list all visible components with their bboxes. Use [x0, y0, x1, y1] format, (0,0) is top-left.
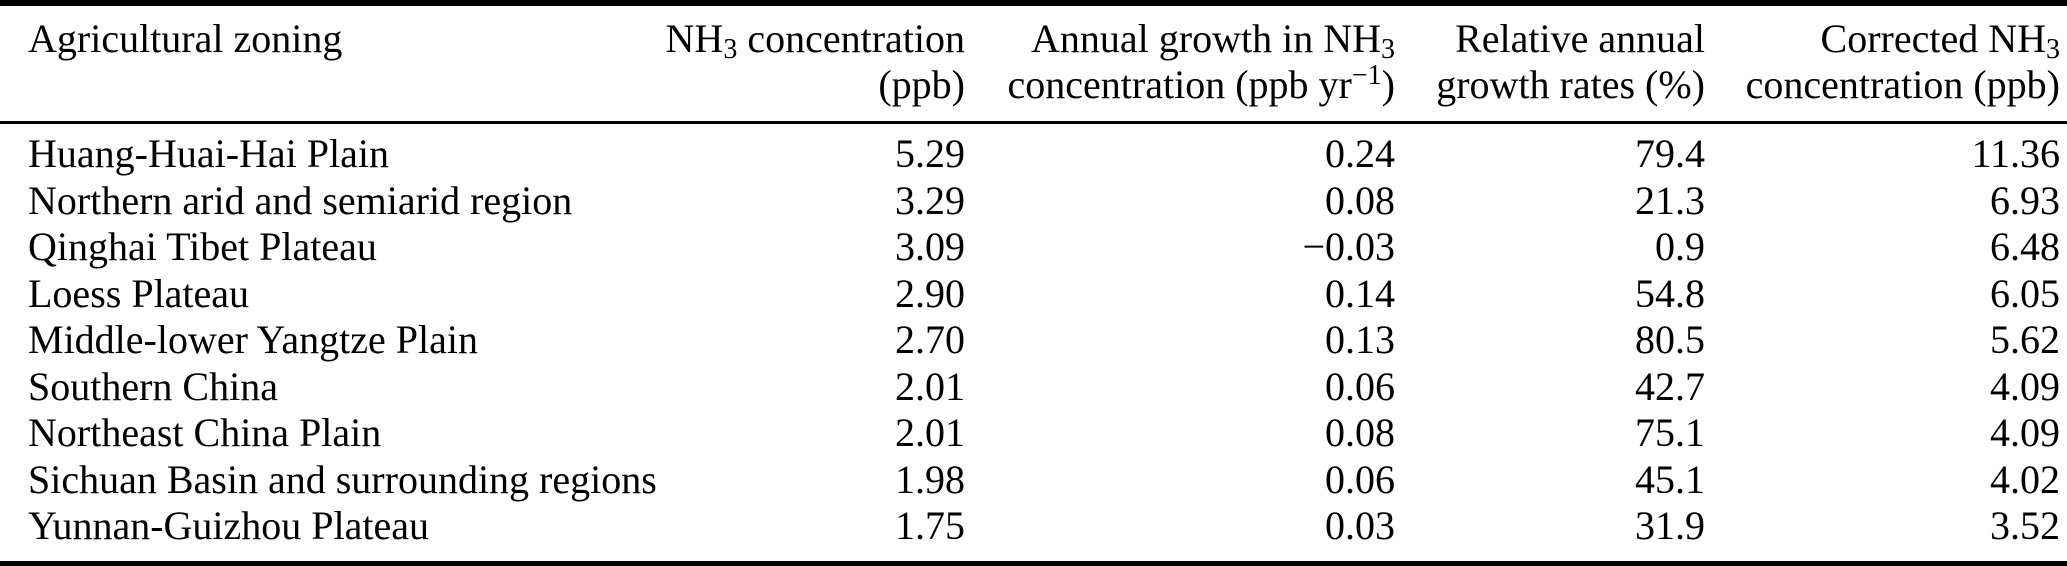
- table-row: Huang-Huai-Hai Plain 5.29 0.24 79.4 11.3…: [0, 123, 2067, 178]
- cell-zoning: Loess Plateau: [28, 270, 250, 316]
- header-line: concentration (ppb): [1745, 62, 2060, 107]
- cell-relative-growth: 42.7: [1635, 363, 1705, 409]
- header-line: Corrected NH3: [1705, 16, 2060, 66]
- cell-relative-growth: 31.9: [1635, 503, 1705, 548]
- cell-relative-growth: 75.1: [1635, 410, 1705, 455]
- cell-annual-growth: 0.08: [1325, 410, 1395, 455]
- nh3-subscript: 3: [1381, 34, 1395, 66]
- cell-annual-growth: 0.24: [1325, 131, 1395, 176]
- cell-corrected-nh3: 4.09: [1990, 363, 2060, 409]
- cell-zoning: Northeast China Plain: [28, 410, 382, 455]
- cell-nh3-concentration: 5.29: [895, 131, 965, 176]
- header-line: NH3 concentration: [648, 16, 965, 66]
- table-body: Huang-Huai-Hai Plain 5.29 0.24 79.4 11.3…: [0, 123, 2067, 564]
- cell-zoning: Yunnan-Guizhou Plateau: [28, 503, 430, 548]
- cell-nh3-concentration: 1.98: [895, 456, 965, 502]
- cell-nh3-concentration: 3.29: [895, 177, 965, 223]
- col-header-relative-growth-rates: Relative annual growth rates (%): [1395, 3, 1705, 124]
- cell-corrected-nh3: 4.09: [1990, 410, 2060, 455]
- cell-zoning: Middle-lower Yangtze Plain: [28, 317, 478, 362]
- cell-annual-growth: 0.14: [1325, 270, 1395, 316]
- header-line: Agricultural zoning: [28, 16, 343, 61]
- cell-relative-growth: 45.1: [1635, 456, 1705, 502]
- cell-zoning: Huang-Huai-Hai Plain: [28, 131, 390, 176]
- cell-corrected-nh3: 6.48: [1990, 224, 2060, 269]
- table-header: Agricultural zoning NH3 concentration (p…: [0, 3, 2067, 124]
- col-header-agricultural-zoning: Agricultural zoning: [0, 3, 648, 124]
- header-line: concentration (ppb yr−1): [965, 62, 1395, 108]
- cell-annual-growth: 0.06: [1325, 363, 1395, 409]
- header-row: Agricultural zoning NH3 concentration (p…: [0, 3, 2067, 124]
- cell-relative-growth: 80.5: [1635, 317, 1705, 362]
- cell-nh3-concentration: 2.01: [895, 363, 965, 409]
- cell-relative-growth: 0.9: [1655, 224, 1705, 269]
- header-text: ): [1381, 62, 1395, 107]
- cell-relative-growth: 79.4: [1635, 131, 1705, 176]
- table-row: Qinghai Tibet Plateau 3.09 −0.03 0.9 6.4…: [0, 224, 2067, 271]
- cell-annual-growth: 0.13: [1325, 317, 1395, 362]
- table-row: Sichuan Basin and surrounding regions 1.…: [0, 457, 2067, 504]
- header-line: Annual growth in NH3: [965, 16, 1395, 66]
- table-row: Northern arid and semiarid region 3.29 0…: [0, 178, 2067, 225]
- cell-corrected-nh3: 5.62: [1990, 317, 2060, 362]
- cell-corrected-nh3: 3.52: [1990, 503, 2060, 548]
- cell-nh3-concentration: 2.90: [895, 270, 965, 316]
- cell-corrected-nh3: 11.36: [1971, 131, 2060, 176]
- cell-nh3-concentration: 1.75: [895, 503, 965, 548]
- cell-zoning: Northern arid and semiarid region: [28, 177, 573, 223]
- header-line: growth rates (%): [1436, 62, 1705, 107]
- header-text: concentration (ppb yr: [1007, 62, 1352, 107]
- header-text: concentration: [737, 16, 965, 61]
- header-text: NH: [665, 16, 724, 61]
- col-header-nh3-concentration: NH3 concentration (ppb): [648, 3, 965, 124]
- cell-zoning: Qinghai Tibet Plateau: [28, 224, 377, 269]
- table-row: Northeast China Plain 2.01 0.08 75.1 4.0…: [0, 410, 2067, 457]
- table-row: Middle-lower Yangtze Plain 2.70 0.13 80.…: [0, 317, 2067, 364]
- cell-corrected-nh3: 4.02: [1990, 456, 2060, 502]
- cell-zoning: Southern China: [28, 363, 278, 409]
- table-row: Southern China 2.01 0.06 42.7 4.09: [0, 364, 2067, 411]
- cell-annual-growth: 0.08: [1325, 177, 1395, 223]
- header-text: Corrected NH: [1820, 16, 2046, 61]
- nh3-subscript: 3: [723, 34, 738, 66]
- cell-relative-growth: 54.8: [1635, 270, 1705, 316]
- col-header-annual-growth: Annual growth in NH3 concentration (ppb …: [965, 3, 1395, 124]
- cell-nh3-concentration: 2.01: [895, 410, 965, 455]
- cell-annual-growth: −0.03: [1302, 224, 1395, 269]
- header-text: Annual growth in NH: [1031, 16, 1381, 61]
- table-row: Yunnan-Guizhou Plateau 1.75 0.03 31.9 3.…: [0, 503, 2067, 563]
- cell-corrected-nh3: 6.05: [1990, 270, 2060, 316]
- cell-corrected-nh3: 6.93: [1990, 177, 2060, 223]
- col-header-corrected-nh3: Corrected NH3 concentration (ppb): [1705, 3, 2067, 124]
- table-row: Loess Plateau 2.90 0.14 54.8 6.05: [0, 271, 2067, 318]
- header-line: Relative annual: [1455, 16, 1705, 61]
- per-year-superscript: −1: [1351, 60, 1382, 91]
- cell-annual-growth: 0.03: [1325, 503, 1395, 548]
- header-line: (ppb): [878, 62, 965, 107]
- nh3-subscript: 3: [2046, 34, 2060, 66]
- cell-annual-growth: 0.06: [1325, 456, 1395, 502]
- cell-relative-growth: 21.3: [1635, 177, 1705, 223]
- cell-zoning: Sichuan Basin and surrounding regions: [28, 456, 657, 502]
- cell-nh3-concentration: 3.09: [895, 224, 965, 269]
- cell-nh3-concentration: 2.70: [895, 317, 965, 362]
